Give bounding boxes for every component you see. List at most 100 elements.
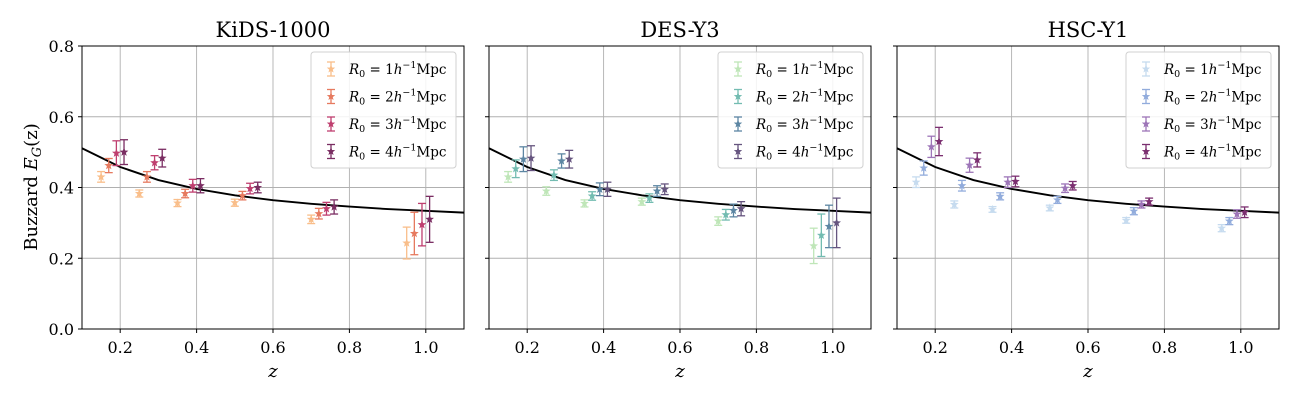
data-point-star [306,214,316,224]
data-point-star [919,163,929,172]
legend-entry: R0 = 3h−1Mpc [326,115,446,135]
data-point-star [230,198,240,207]
legend-entry: R0 = 4h−1Mpc [326,143,446,163]
data-point-star [1129,206,1139,215]
x-tick-label: 0.8 [744,338,769,357]
data-point-star [150,158,159,167]
data-point-star [988,204,997,214]
legend-value: = 3 [1180,117,1208,133]
x-tick-label: 0.4 [591,338,616,357]
x-tick-label: 0.6 [667,338,692,357]
legend-subscript: 0 [766,124,772,135]
legend-marker-star [1141,147,1151,156]
data-point-star [329,202,339,211]
legend-value: = 2 [1180,90,1208,106]
legend-h: h [394,117,403,133]
legend-r: R [348,62,359,78]
y-label-argument: (z) [21,123,42,147]
series-r0-1 [503,170,819,265]
data-point-star [157,153,167,162]
legend-marker-star [733,64,743,73]
legend-unit: Mpc [1231,90,1261,106]
legend-label: R0 = 3h−1Mpc [1163,115,1261,135]
x-tick-label: 0.4 [184,338,209,357]
data-point-star [736,204,746,213]
data-point-star [196,181,205,190]
y-label-subscript: G [30,147,45,157]
legend-unit: Mpc [416,145,446,161]
legend-entry: R0 = 3h−1Mpc [1141,115,1261,135]
series-r0-4 [526,145,841,249]
panel-1: 0.2 0.4 0.6 0.8 1.0 0.0 0.2 0.4 0.6 0.8 KiDS-1000 z… [49,18,465,382]
data-point-star [965,160,974,169]
legend-subscript: 0 [766,152,772,163]
y-label-e: E [21,157,42,171]
legend-superscript: −1 [1217,88,1231,99]
data-point-star [972,155,982,164]
legend-superscript: −1 [1217,60,1231,71]
legend-unit: Mpc [416,90,446,106]
theory-curve [896,147,1280,214]
legend-superscript: −1 [402,115,416,126]
series-r0-1 [911,176,1227,233]
legend-marker-star [733,147,743,156]
legend-r: R [1163,62,1174,78]
legend-superscript: −1 [809,88,823,99]
data-point-star [957,181,967,190]
data-point-star [1217,223,1227,232]
legend-label: R0 = 2h−1Mpc [348,88,446,108]
x-tick-label: 1.0 [820,338,845,357]
legend-label: R0 = 4h−1Mpc [348,143,446,163]
x-tick-label: 0.2 [514,338,539,357]
legend-value: = 3 [365,117,393,133]
legend-h: h [1209,145,1218,161]
data-point-star [1003,177,1013,186]
legend-box [310,51,457,169]
data-point-star [503,172,513,181]
y-axis-label: Buzzard EG(z) [21,123,45,250]
legend-subscript: 0 [1174,124,1180,135]
data-point-star [816,230,826,239]
legend-marker-star [326,147,336,156]
series-r0-2 [919,160,1234,226]
legend-value: = 4 [1180,145,1208,161]
legend-unit: Mpc [823,117,853,133]
data-point-star [1060,183,1070,192]
data-point-star [729,205,738,215]
data-point-star [1045,203,1055,212]
legend-marker-star [326,119,336,128]
legend-superscript: −1 [809,143,823,154]
data-point-star [526,153,536,162]
legend-label: R0 = 4h−1Mpc [1163,143,1261,163]
data-point-star [645,193,654,202]
y-tick-label: 0.2 [49,249,74,268]
legend-entry: R0 = 2h−1Mpc [1141,88,1261,108]
data-point-star [96,172,106,181]
legend-entry: R0 = 2h−1Mpc [326,88,446,108]
legend-box [717,51,864,169]
data-point-star [824,221,834,231]
data-point-star [541,186,551,195]
series-r0-4 [119,139,434,243]
legend-r: R [348,145,359,161]
series-r0-3 [519,146,834,249]
legend-subscript: 0 [766,97,772,108]
data-point-star [721,210,731,219]
legend-marker-star [1141,92,1151,101]
data-point-star [104,160,114,170]
legend-r: R [755,62,766,78]
legend-subscript: 0 [359,124,365,135]
legend-label: R0 = 1h−1Mpc [348,60,446,80]
x-axis-label: z [1082,361,1093,382]
panel-title: KiDS-1000 [216,18,331,42]
data-point-star [652,186,662,195]
data-point-star [595,184,605,193]
legend-entry: R0 = 1h−1Mpc [1141,60,1261,80]
y-tick-label: 0.4 [49,179,74,198]
legend-label: R0 = 2h−1Mpc [1163,88,1261,108]
data-point-star [173,198,182,207]
data-point-star [660,184,670,193]
legend-value: = 2 [365,90,393,106]
data-point-star [253,182,263,192]
